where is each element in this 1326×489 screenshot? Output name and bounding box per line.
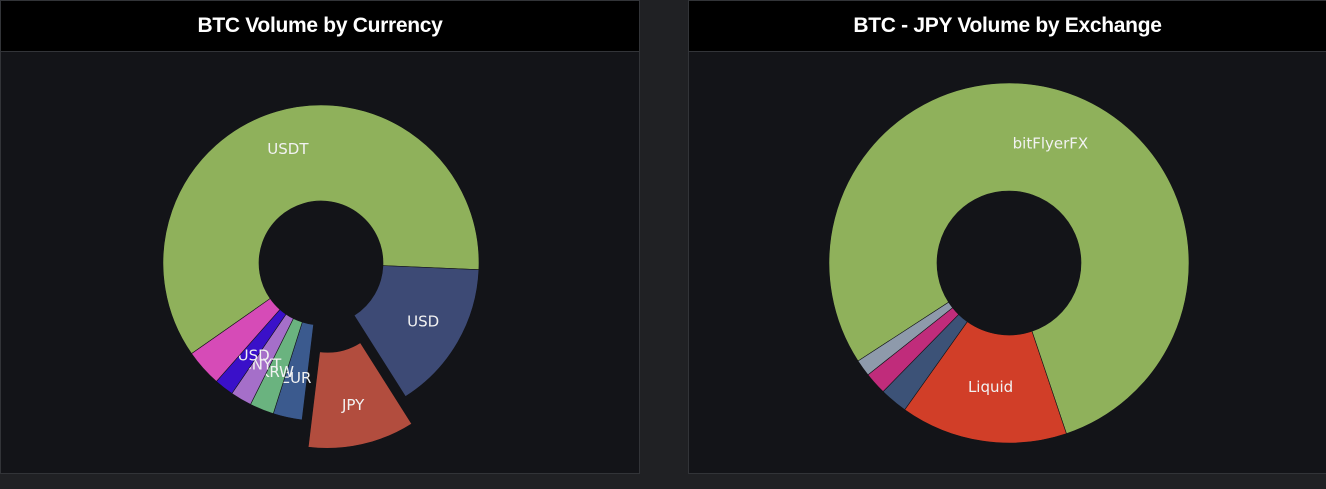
panel-title: BTC - JPY Volume by Exchange [689,1,1326,52]
exchange-volume-panel: BTC - JPY Volume by Exchange bitFlyerFX L… [688,0,1326,474]
slice-label-usdt: USDT [267,140,309,158]
slice-label-eur: EUR [281,369,312,387]
slice-unlabeled-4[interactable] [857,301,953,376]
slice-usdt[interactable] [162,104,480,355]
slice-bitflyerfx[interactable] [828,82,1190,434]
exchange-donut-chart: bitFlyerFX Liquid [828,82,1190,444]
slice-label-liquid: Liquid [968,378,1013,396]
slice-unlabeled-7[interactable] [191,298,281,382]
panel-title: BTC Volume by Currency [1,1,639,52]
slice-label-usd: USD [407,313,439,331]
currency-volume-panel: BTC Volume by Currency USDT USD JPY EUR KRW C… [0,0,640,474]
slice-label-bitflyerfx: bitFlyerFX [1013,135,1089,153]
slice-usd[interactable] [353,265,480,397]
slice-liquid[interactable] [904,321,1067,444]
slice-label-jpy: JPY [341,396,365,414]
slice-jpy[interactable] [307,342,413,449]
